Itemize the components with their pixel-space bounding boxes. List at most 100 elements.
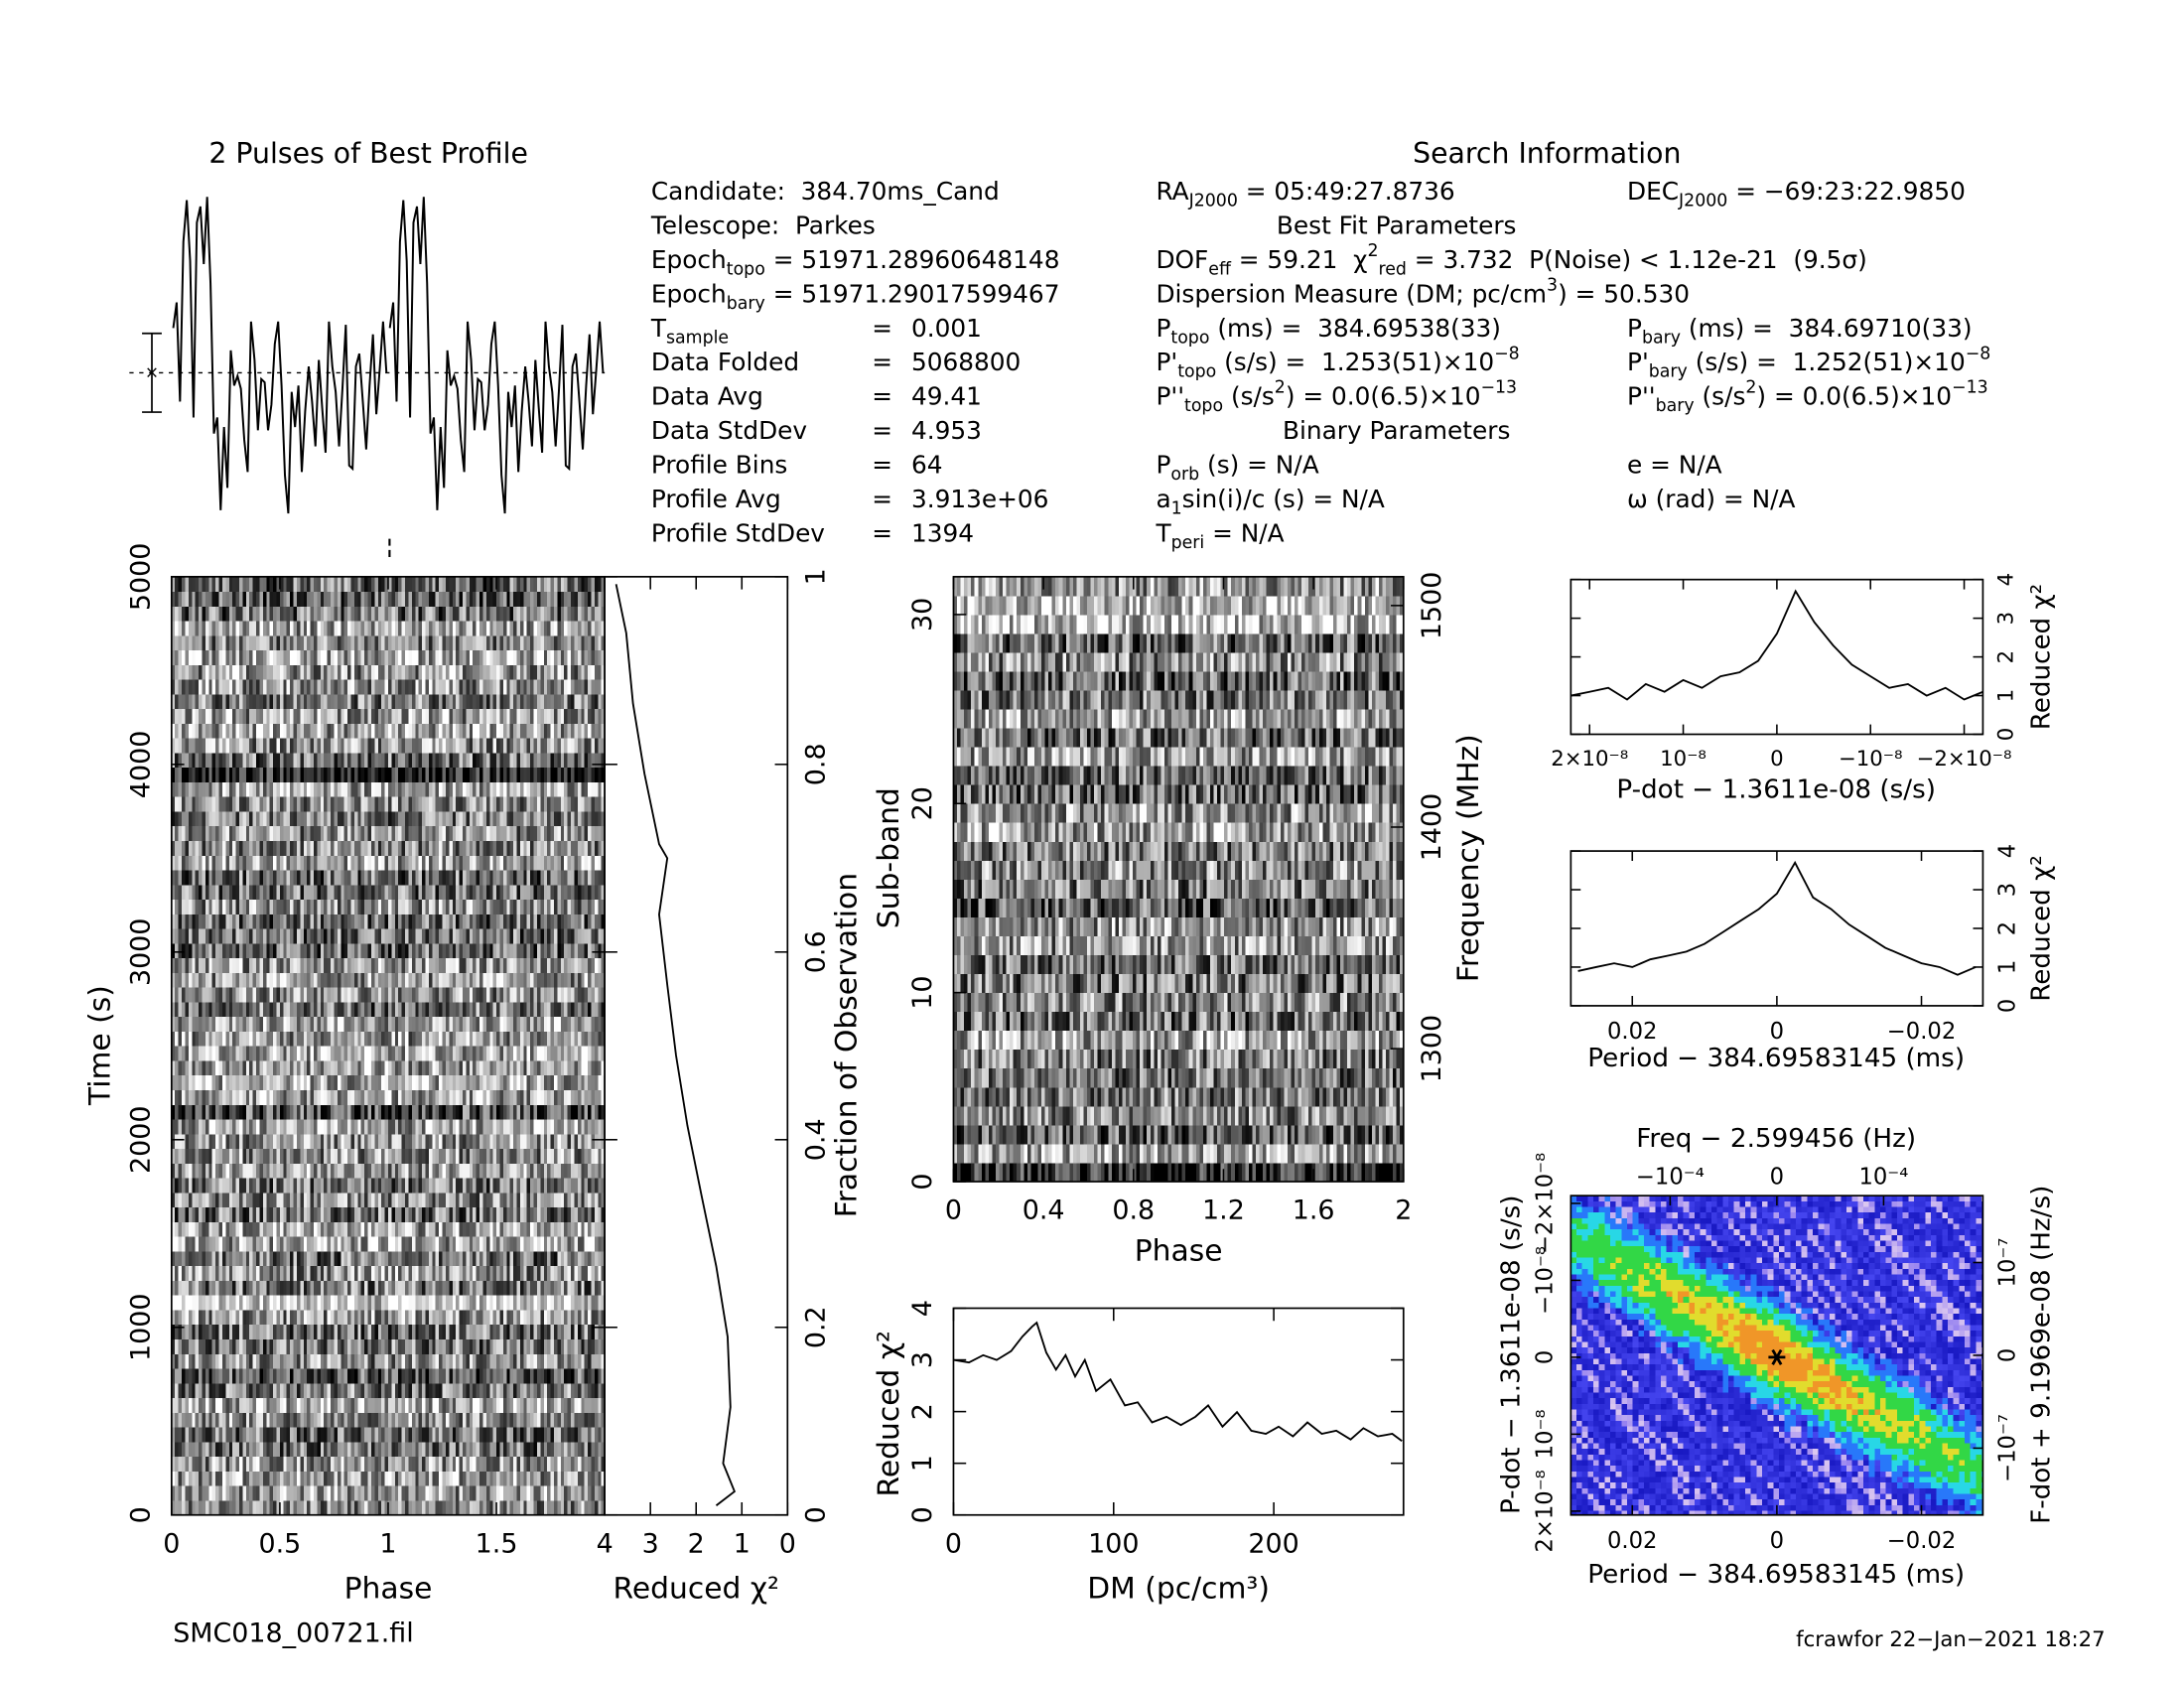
heatmap-cell [273, 1295, 277, 1311]
heatmap-cell [320, 1250, 325, 1267]
heatmap-cell [327, 1001, 332, 1018]
heatmap-cell [536, 1060, 541, 1076]
heatmap-cell [370, 1074, 375, 1091]
heatmap-cell [307, 1206, 312, 1222]
heatmap-cell [456, 1324, 461, 1340]
heatmap-cell [540, 1353, 545, 1369]
heatmap-cell [547, 987, 552, 1003]
heatmap-cell [350, 1206, 355, 1222]
heatmap-cell [425, 1441, 430, 1458]
heatmap-cell [591, 1089, 596, 1105]
heatmap-cell [192, 987, 197, 1003]
heatmap-cell [286, 1471, 291, 1486]
heatmap-cell [360, 1295, 365, 1311]
heatmap-cell [540, 1221, 545, 1237]
heatmap-cell [300, 1338, 305, 1354]
heatmap-cell [547, 1412, 552, 1428]
heatmap-cell [435, 1295, 440, 1311]
heatmap-cell [313, 1133, 318, 1150]
heatmap-cell [347, 1178, 351, 1194]
heatmap-cell [188, 1046, 193, 1061]
heatmap-cell [485, 1265, 490, 1281]
heatmap-cell [398, 1471, 403, 1486]
heatmap-cell [215, 1192, 219, 1208]
heatmap-cell [506, 1412, 511, 1428]
heatmap-cell [516, 1250, 521, 1267]
heatmap-cell [276, 1427, 281, 1443]
heatmap-cell [506, 1499, 511, 1516]
heatmap-cell [283, 1499, 288, 1516]
heatmap-cell [584, 1046, 589, 1061]
heatmap-cell [557, 1456, 562, 1472]
heatmap-cell [473, 1338, 478, 1354]
heatmap-cell [334, 1310, 339, 1326]
heatmap-cell [215, 1324, 219, 1340]
heatmap-cell [536, 957, 541, 973]
heatmap-cell [536, 1089, 541, 1105]
heatmap-cell [320, 1089, 325, 1105]
heatmap-cell [202, 1060, 206, 1076]
heatmap-cell [502, 1485, 507, 1501]
heatmap-cell [171, 1471, 176, 1486]
heatmap-cell [442, 1412, 447, 1428]
heatmap-cell [479, 1104, 483, 1120]
heatmap-cell [564, 1221, 569, 1237]
heatmap-cell [536, 1456, 541, 1472]
heatmap-cell [215, 1133, 219, 1150]
heatmap-cell [320, 1163, 325, 1179]
heatmap-cell [235, 1368, 240, 1384]
heatmap-cell [398, 1221, 403, 1237]
heatmap-cell [252, 1031, 257, 1047]
heatmap-cell [482, 1310, 487, 1326]
heatmap-cell [307, 1148, 312, 1164]
heatmap-cell [594, 1221, 599, 1237]
heatmap-cell [300, 1397, 305, 1413]
heatmap-cell [439, 1221, 443, 1237]
heatmap-cell [347, 1485, 351, 1501]
heatmap-cell [199, 1397, 203, 1413]
heatmap-cell [496, 1499, 500, 1516]
heatmap-cell [405, 1427, 409, 1443]
heatmap-cell [182, 1441, 186, 1458]
heatmap-cell [526, 1089, 531, 1105]
heatmap-cell [171, 1412, 176, 1428]
heatmap-cell [530, 1001, 534, 1018]
heatmap-cell [350, 1295, 355, 1311]
heatmap-cell [533, 1192, 538, 1208]
heatmap-cell [533, 1133, 538, 1150]
heatmap-cell [598, 1368, 603, 1384]
heatmap-cell [384, 1236, 389, 1252]
heatmap-cell [320, 1221, 325, 1237]
heatmap-cell [256, 972, 260, 988]
heatmap-cell [205, 972, 209, 988]
heatmap-cell [496, 1324, 500, 1340]
heatmap-cell [307, 1236, 312, 1252]
heatmap-cell [279, 1280, 284, 1296]
heatmap-cell [347, 1456, 351, 1472]
heatmap-cell [509, 1221, 514, 1237]
heatmap-cell [567, 1206, 572, 1222]
heatmap-cell [202, 1338, 206, 1354]
heatmap-cell [290, 1221, 294, 1237]
heatmap-cell [347, 1338, 351, 1354]
heatmap-cell [331, 1046, 335, 1061]
heatmap-cell [293, 1265, 298, 1281]
heatmap-cell [303, 1031, 308, 1047]
heatmap-cell [228, 1250, 233, 1267]
heatmap-cell [249, 1412, 254, 1428]
heatmap-cell [442, 1338, 447, 1354]
heatmap-cell [334, 1236, 339, 1252]
heatmap-cell [202, 1133, 206, 1150]
heatmap-cell [252, 1148, 257, 1164]
heatmap-cell [560, 1104, 565, 1120]
heatmap-cell [432, 1250, 437, 1267]
heatmap-cell [516, 1001, 521, 1018]
heatmap-cell [205, 957, 209, 973]
heatmap-cell [459, 1060, 464, 1076]
info-value: 64 [911, 450, 943, 479]
heatmap-cell [239, 1133, 243, 1150]
heatmap-cell [408, 1295, 413, 1311]
heatmap-cell [456, 1265, 461, 1281]
heatmap-cell [415, 1016, 420, 1032]
heatmap-cell [466, 1089, 471, 1105]
